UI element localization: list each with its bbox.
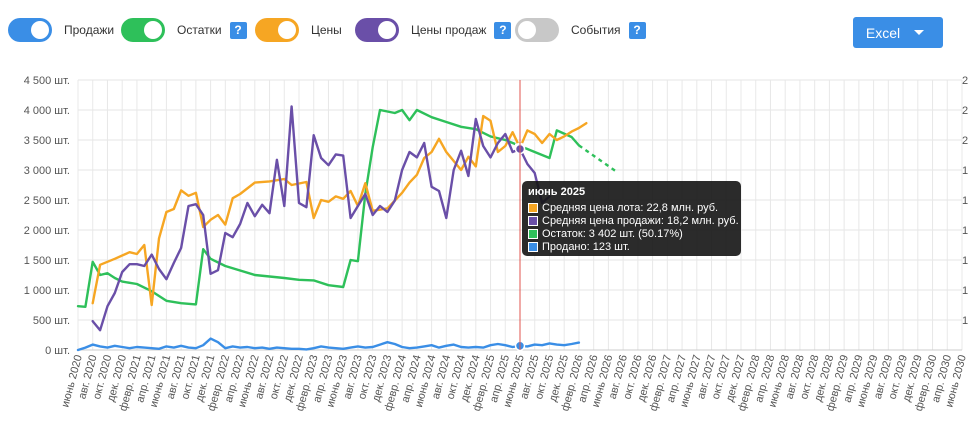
toggle-group-sales: Продажи xyxy=(8,17,114,43)
tooltip-row: Средняя цена продажи: 18,2 млн. руб. xyxy=(528,214,739,227)
right-tick-label: 1 xyxy=(962,165,968,177)
tooltip-row: Продано: 123 шт. xyxy=(528,240,735,253)
sale-prices-help-icon[interactable]: ? xyxy=(494,21,512,39)
toggle-group-prices: Цены xyxy=(255,17,342,43)
right-tick-label: 1 xyxy=(962,255,968,267)
y-tick-label: 1 500 шт. xyxy=(24,255,70,267)
tooltip-swatch xyxy=(528,202,538,213)
toggle-knob xyxy=(144,21,162,39)
prices-toggle-label: Цены xyxy=(311,23,342,37)
sale-prices-toggle[interactable] xyxy=(355,18,399,42)
toggle-group-stock: Остатки ? xyxy=(121,17,247,43)
toggle-knob xyxy=(378,21,396,39)
line-chart: 0 шт. 500 шт. 1 000 шт. 1 500 шт. 2 000 шт. 2… xyxy=(24,75,969,413)
toggle-knob xyxy=(31,21,49,39)
chart-toolbar: Продажи Остатки ? Цены Цены продаж ? Соб… xyxy=(0,0,974,60)
sales-toggle[interactable] xyxy=(8,18,52,42)
excel-button-label: Excel xyxy=(865,24,901,41)
tooltip-row-text: Средняя цена продажи: 18,2 млн. руб. xyxy=(542,214,739,227)
events-toggle-label: События xyxy=(571,23,621,37)
toggle-group-events: События ? xyxy=(515,17,646,43)
chart-grid xyxy=(77,79,963,351)
y-tick-label: 2 500 шт. xyxy=(24,195,70,207)
chart-series xyxy=(76,105,617,352)
price-series-line xyxy=(91,114,588,307)
stock-forecast-line xyxy=(578,144,617,173)
right-tick-label: 1 xyxy=(962,315,968,327)
stock-toggle-label: Остатки xyxy=(177,23,222,37)
sale-prices-toggle-label: Цены продаж xyxy=(411,23,487,37)
right-tick-label: 1 xyxy=(962,225,968,237)
stock-toggle[interactable] xyxy=(121,18,165,42)
tooltip-title: июнь 2025 xyxy=(528,186,586,198)
tooltip-row: Средняя цена лота: 22,8 млн. руб. xyxy=(528,201,735,214)
sales-toggle-label: Продажи xyxy=(64,23,115,37)
right-tick-label: 2 xyxy=(962,135,968,147)
right-tick-label: 1 xyxy=(962,285,968,297)
y-tick-label: 3 500 шт. xyxy=(24,135,70,147)
tooltip-row-text: Продано: 123 шт. xyxy=(542,240,630,253)
sales-series-line xyxy=(76,337,581,352)
chevron-down-icon xyxy=(914,30,925,35)
stock-series-line xyxy=(76,108,581,308)
y-tick-label: 1 000 шт. xyxy=(24,285,70,297)
y-tick-label: 4 000 шт. xyxy=(24,105,70,117)
events-toggle[interactable] xyxy=(515,18,559,42)
y-axis: 0 шт. 500 шт. 1 000 шт. 1 500 шт. 2 000 шт. 2… xyxy=(24,75,70,357)
sale-price-series-line xyxy=(91,105,551,332)
excel-export-button[interactable]: Excel xyxy=(853,17,943,48)
right-tick-label: 1 xyxy=(962,195,968,207)
tooltip-row-text: Средняя цена лота: 22,8 млн. руб. xyxy=(542,201,719,214)
y-tick-label: 4 500 шт. xyxy=(24,75,70,87)
tooltip-swatch xyxy=(528,241,538,252)
tooltip-row: Остаток: 3 402 шт. (50.17%) xyxy=(528,227,735,240)
right-tick-label: 2 xyxy=(962,105,968,117)
y-tick-label: 2 000 шт. xyxy=(24,225,70,237)
stock-help-icon[interactable]: ? xyxy=(229,21,247,39)
y-tick-label: 3 000 шт. xyxy=(24,165,70,177)
toggle-knob xyxy=(518,21,536,39)
prices-toggle[interactable] xyxy=(255,18,299,42)
tooltip-swatch xyxy=(528,228,538,239)
tooltip-swatch xyxy=(528,215,538,226)
toggle-knob xyxy=(278,21,296,39)
events-help-icon[interactable]: ? xyxy=(628,21,646,39)
chart-tooltip: июнь 2025 Средняя цена лота: 22,8 млн. р… xyxy=(522,181,741,256)
tooltip-row-text: Остаток: 3 402 шт. (50.17%) xyxy=(542,227,683,240)
y-tick-label: 500 шт. xyxy=(33,315,70,327)
right-tick-label: 2 xyxy=(962,75,968,87)
right-axis: 2 2 2 1 1 1 1 1 1 xyxy=(962,75,968,327)
toggle-group-sale-prices: Цены продаж ? xyxy=(355,17,512,43)
y-tick-label: 0 шт. xyxy=(45,345,70,357)
